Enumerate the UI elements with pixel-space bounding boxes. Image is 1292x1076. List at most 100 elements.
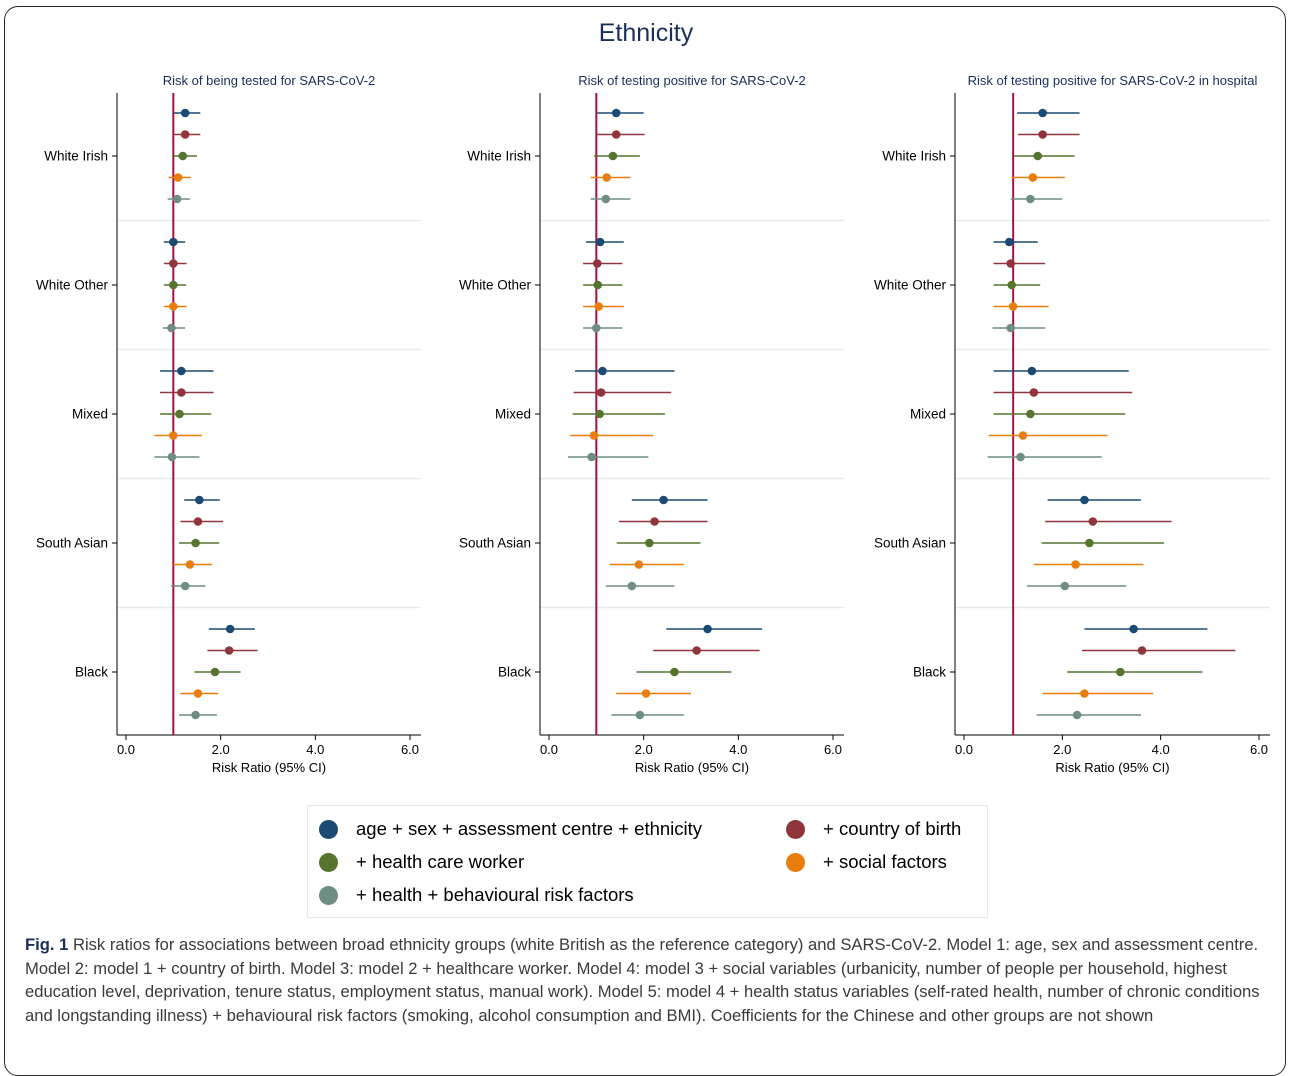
- forest-panel: Risk of being tested for SARS-CoV-2 White…: [36, 73, 421, 775]
- point-estimate: [611, 130, 621, 139]
- point-estimate: [1027, 366, 1037, 376]
- point-estimate: [595, 237, 605, 247]
- point-estimate: [1116, 667, 1125, 677]
- point-estimate: [175, 409, 184, 419]
- point-estimate: [611, 108, 621, 118]
- forest-panel: Risk of testing positive for SARS-CoV-2 …: [874, 73, 1270, 775]
- point-estimate: [1088, 517, 1098, 526]
- point-estimate: [587, 452, 596, 462]
- x-tick-label: 4.0: [1152, 742, 1170, 757]
- category-label: White Other: [459, 278, 532, 293]
- point-estimate: [177, 366, 186, 376]
- point-estimate: [595, 409, 604, 419]
- point-estimate: [703, 624, 712, 634]
- forest-plots: Risk of being tested for SARS-CoV-2 White…: [36, 73, 1270, 775]
- category-label: White Other: [36, 278, 109, 293]
- point-estimate: [589, 431, 599, 440]
- panel-title: Risk of testing positive for SARS-CoV-2 …: [968, 73, 1258, 88]
- point-estimate: [167, 452, 177, 462]
- category-label: South Asian: [459, 536, 531, 551]
- category-label: Black: [913, 665, 946, 680]
- x-tick-label: 6.0: [824, 742, 842, 757]
- point-estimate: [210, 667, 220, 677]
- point-estimate: [1038, 130, 1047, 139]
- point-estimate: [1060, 581, 1070, 591]
- point-estimate: [635, 710, 645, 720]
- point-estimate: [1071, 560, 1080, 569]
- point-estimate: [180, 581, 190, 591]
- point-estimate: [645, 538, 654, 548]
- x-tick-label: 0.0: [955, 742, 973, 757]
- point-estimate: [592, 259, 602, 268]
- x-tick-label: 2.0: [635, 742, 653, 757]
- point-estimate: [1018, 431, 1028, 440]
- panel-title: Risk of testing positive for SARS-CoV-2: [578, 73, 806, 88]
- point-estimate: [180, 130, 190, 139]
- category-label: Black: [75, 665, 108, 680]
- point-estimate: [169, 302, 178, 311]
- point-estimate: [596, 388, 606, 397]
- point-estimate: [1028, 173, 1038, 182]
- legend-label: + social factors: [823, 851, 947, 872]
- x-tick-label: 2.0: [212, 742, 230, 757]
- point-estimate: [602, 173, 612, 182]
- x-axis-title: Risk Ratio (95% CI): [635, 760, 749, 775]
- legend-label: + health care worker: [356, 851, 525, 872]
- point-estimate: [172, 194, 182, 204]
- point-estimate: [191, 538, 200, 548]
- panel-title: Risk of being tested for SARS-CoV-2: [163, 73, 375, 88]
- category-label: White Irish: [882, 149, 946, 164]
- point-estimate: [1008, 302, 1018, 311]
- point-estimate: [1085, 538, 1094, 548]
- point-estimate: [177, 388, 186, 397]
- category-label: Mixed: [910, 407, 946, 422]
- category-label: White Other: [874, 278, 947, 293]
- figure-caption: Fig. 1 Risk ratios for associations betw…: [25, 933, 1280, 1027]
- point-estimate: [1006, 323, 1016, 333]
- legend-label: + health + behavioural risk factors: [356, 884, 634, 905]
- point-estimate: [180, 108, 190, 118]
- point-estimate: [1072, 710, 1082, 720]
- figure-title: Ethnicity: [598, 19, 694, 47]
- caption-text: Risk ratios for associations between bro…: [25, 935, 1260, 1025]
- legend-item: + social factors: [786, 851, 947, 873]
- legend-label: age + sex + assessment centre + ethnicit…: [356, 818, 703, 839]
- legend: age + sex + assessment centre + ethnicit…: [307, 805, 988, 918]
- point-estimate: [601, 194, 611, 204]
- point-estimate: [169, 237, 178, 247]
- point-estimate: [650, 517, 659, 526]
- legend-item: + country of birth: [786, 818, 961, 840]
- point-estimate: [1033, 151, 1043, 161]
- point-estimate: [634, 560, 644, 569]
- legend-marker: [319, 819, 338, 839]
- legend-marker: [786, 819, 805, 839]
- x-axis-title: Risk Ratio (95% CI): [1055, 760, 1169, 775]
- legend-item: + health + behavioural risk factors: [319, 884, 634, 906]
- point-estimate: [1080, 495, 1089, 505]
- point-estimate: [1026, 409, 1035, 419]
- point-estimate: [659, 495, 668, 505]
- point-estimate: [1029, 388, 1039, 397]
- point-estimate: [224, 646, 234, 655]
- point-estimate: [594, 302, 603, 311]
- legend-marker: [319, 885, 338, 905]
- point-estimate: [1007, 280, 1016, 290]
- x-tick-label: 2.0: [1053, 742, 1071, 757]
- point-estimate: [169, 431, 178, 440]
- point-estimate: [598, 366, 607, 376]
- point-estimate: [1080, 689, 1089, 698]
- category-label: Mixed: [495, 407, 531, 422]
- legend-label: + country of birth: [823, 818, 962, 839]
- caption-label: Fig. 1: [25, 935, 69, 954]
- category-label: South Asian: [36, 536, 108, 551]
- category-label: South Asian: [874, 536, 946, 551]
- legend-item: age + sex + assessment centre + ethnicit…: [319, 818, 702, 840]
- point-estimate: [1004, 237, 1014, 247]
- point-estimate: [191, 710, 200, 720]
- x-tick-label: 0.0: [540, 742, 558, 757]
- point-estimate: [169, 280, 178, 290]
- point-estimate: [592, 323, 601, 333]
- point-estimate: [1006, 259, 1016, 268]
- point-estimate: [225, 624, 235, 634]
- point-estimate: [178, 151, 188, 161]
